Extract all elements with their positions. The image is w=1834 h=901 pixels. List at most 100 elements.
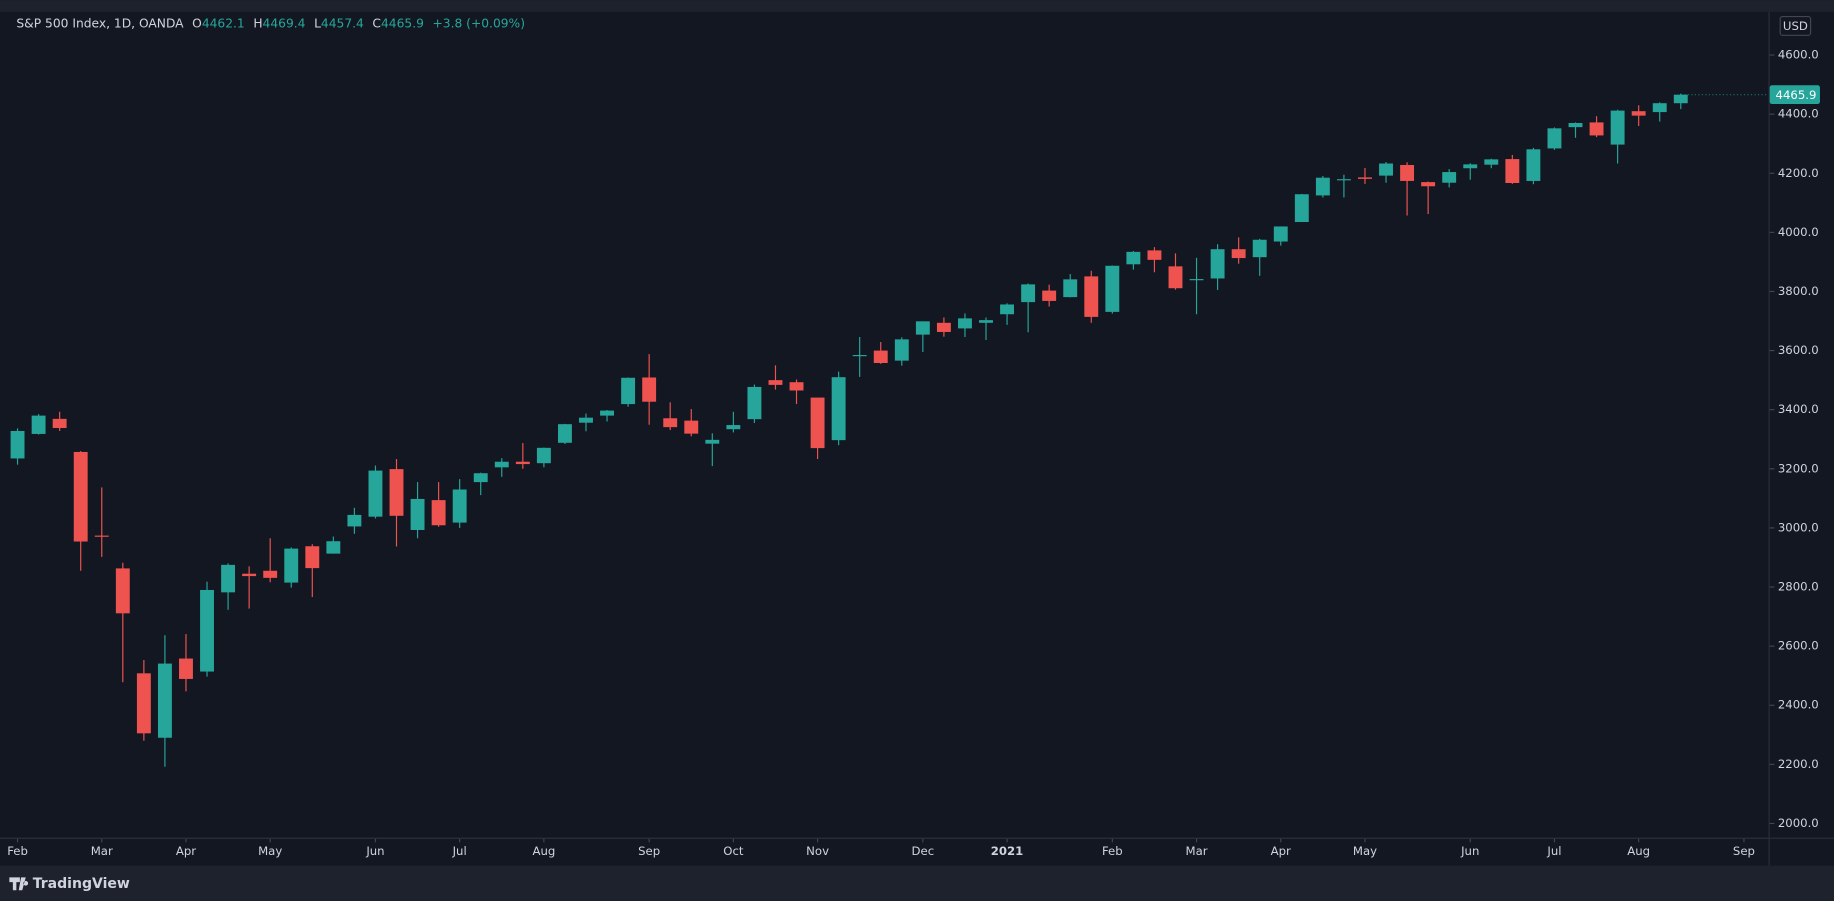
candle-body (642, 377, 657, 402)
ohlc-value: 4465.9 (381, 16, 424, 30)
ohlc-value: 4462.1 (202, 16, 245, 30)
currency-box[interactable] (1779, 15, 1812, 36)
candle-body (31, 415, 46, 434)
candle-body (515, 461, 530, 465)
y-tick-label: 3600.0 (1778, 343, 1819, 357)
candle-body (200, 589, 214, 672)
candle-body (1231, 249, 1246, 259)
candle-body (726, 425, 741, 430)
candle-body (52, 418, 67, 429)
y-tick-label: 4000.0 (1778, 225, 1819, 239)
candle-body (1358, 177, 1372, 179)
candle-body (1442, 172, 1457, 183)
candle-body (621, 377, 636, 405)
candle-body (1294, 194, 1309, 223)
candle-body (157, 663, 172, 738)
candle-body (1126, 251, 1141, 265)
x-tick-label: Jul (1546, 844, 1561, 858)
candle-body (1526, 149, 1541, 181)
legend-header: S&P 500 Index, 1D, OANDA O4462.1 H4469.4… (16, 16, 525, 30)
candle-body (452, 489, 467, 523)
candle-body (979, 320, 993, 323)
price-scale (1769, 11, 1834, 866)
candle-body (1589, 122, 1604, 136)
candle-body (263, 570, 278, 578)
x-tick-label: Dec (912, 844, 935, 858)
candle-body (73, 451, 88, 542)
brand[interactable]: TradingView (33, 876, 130, 892)
candle-body (852, 355, 867, 357)
candle-body (473, 473, 488, 483)
x-tick-label: Jun (1460, 844, 1479, 858)
x-tick-label: Jul (452, 844, 467, 858)
candle-body (1484, 159, 1499, 165)
candle-body (494, 461, 509, 468)
candle-body (1042, 290, 1057, 301)
candle-body (1631, 111, 1646, 116)
candle-body (894, 339, 909, 361)
x-tick-label: Apr (1271, 844, 1291, 858)
y-tick-label: 4600.0 (1778, 48, 1819, 62)
candle-body (284, 548, 299, 583)
y-tick-label: 4400.0 (1778, 107, 1819, 121)
candle-body (810, 397, 825, 449)
change: +3.8 (+0.09%) (433, 16, 526, 30)
candle-body (1000, 304, 1015, 315)
candle-body (1210, 249, 1225, 279)
candle-body (579, 417, 593, 423)
x-tick-label: Mar (1186, 844, 1208, 858)
y-tick-label: 2600.0 (1778, 639, 1819, 653)
x-tick-label: Nov (806, 844, 829, 858)
candle-body (410, 498, 425, 530)
x-tick-label: Mar (91, 844, 113, 858)
brand-logo[interactable]: TradingView (9, 876, 130, 892)
plot-area (0, 11, 1769, 838)
candle-body (915, 321, 930, 335)
candle-body (1105, 265, 1120, 312)
y-tick-label: 3200.0 (1778, 461, 1819, 475)
candle-body (936, 322, 951, 332)
candle-body (179, 658, 193, 679)
ohlc-value: 4457.4 (321, 16, 364, 30)
x-tick-label: Sep (1733, 844, 1755, 858)
x-tick-label: 2021 (991, 844, 1024, 858)
candle-body (1421, 182, 1436, 187)
last-price-tag (1769, 85, 1820, 105)
candle-body (600, 410, 614, 416)
ohlc-value: 4469.4 (263, 16, 306, 30)
candle-body (347, 514, 362, 527)
y-tick-label: 4200.0 (1778, 166, 1819, 180)
candle-body (1147, 250, 1162, 260)
y-tick-label: 2200.0 (1778, 757, 1819, 771)
y-tick-label: 2800.0 (1778, 580, 1819, 594)
candle-body (1021, 284, 1036, 303)
x-tick-label: Aug (532, 844, 555, 858)
candle-body (305, 546, 320, 569)
candle-body (1315, 177, 1330, 196)
candle-body (557, 424, 572, 443)
x-tick-label: May (1353, 844, 1377, 858)
y-tick-label: 3000.0 (1778, 520, 1819, 534)
candle-body (536, 447, 551, 464)
candle-body (221, 564, 236, 593)
candle-body (663, 418, 678, 428)
candle-body (94, 535, 109, 537)
ohlc-label: H (253, 16, 262, 30)
x-tick-label: Oct (723, 844, 744, 858)
candle-body (389, 469, 404, 516)
currency[interactable]: USD (1783, 19, 1808, 33)
time-scale (0, 838, 1769, 866)
candle-body (1252, 239, 1267, 258)
candle-body (431, 500, 446, 526)
candle-body (1084, 276, 1099, 317)
last-price-label: 4465.9 (1776, 88, 1817, 102)
candle-body (136, 673, 151, 734)
candle-body (958, 318, 972, 329)
logo-mark[interactable] (9, 877, 29, 891)
candle-body (1189, 279, 1204, 281)
candle-body (873, 350, 888, 363)
candles (10, 93, 1688, 767)
candle-body (831, 377, 846, 441)
